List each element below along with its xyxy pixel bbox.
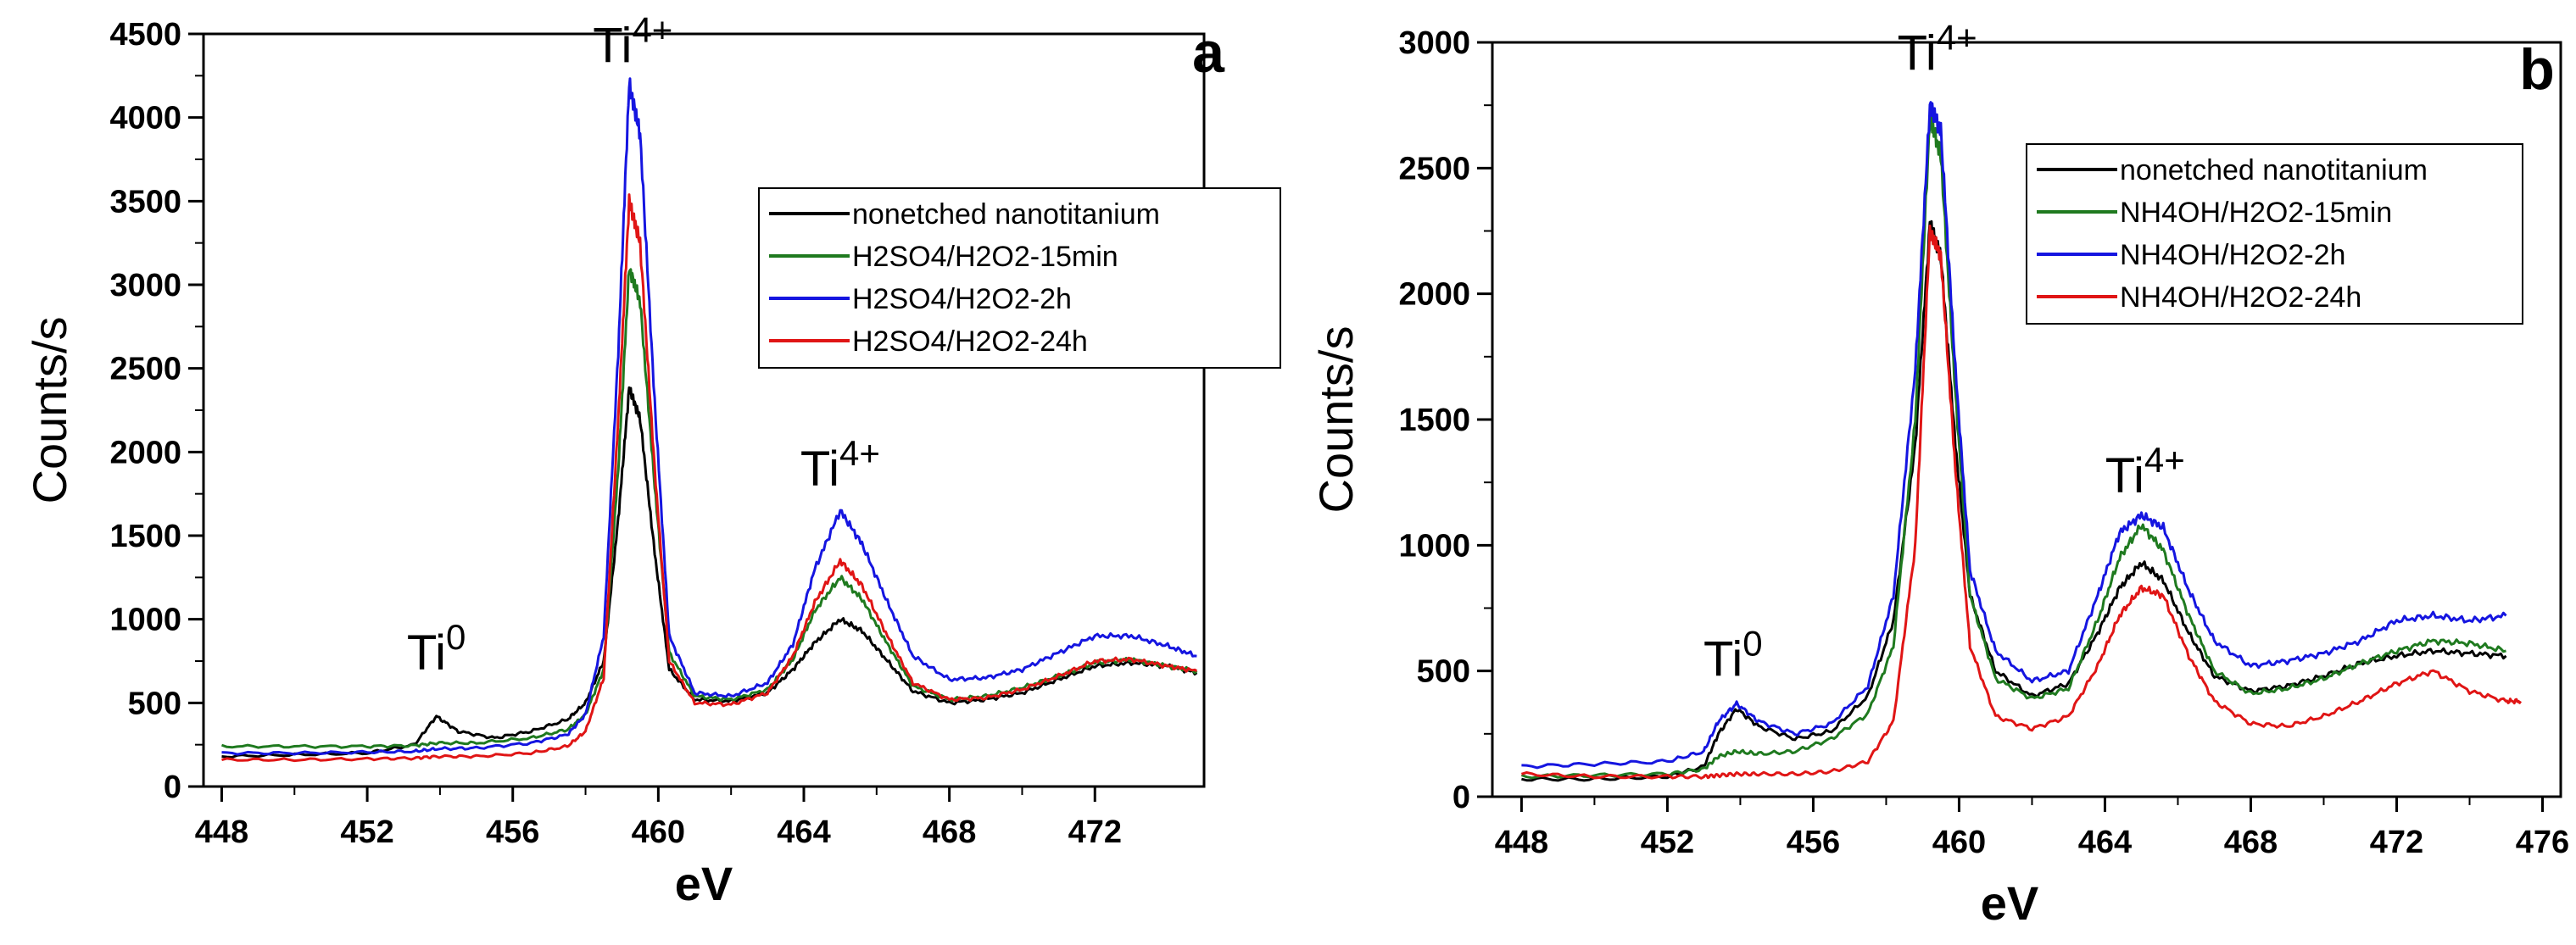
series-line-b-0	[1521, 220, 2507, 782]
y-axis-title-a: Counts/s	[23, 317, 76, 504]
annotations-a: Ti0 Ti4+ Ti4+	[407, 10, 880, 681]
legend-label-b-1: NH4OH/H2O2-15min	[2120, 197, 2392, 229]
legend-label-a-0: nonetched nanotitanium	[852, 198, 1160, 231]
y-tick-label-b: 2500	[1398, 151, 1470, 186]
x-tick-label-b: 448	[1495, 825, 1548, 860]
y-tick-label-a: 500	[128, 686, 181, 721]
x-tick-label-b: 460	[1932, 825, 1986, 860]
x-tick-label-a: 468	[923, 814, 976, 850]
y-tick-label-b: 1500	[1398, 403, 1470, 438]
legend-label-b-0: nonetched nanotitanium	[2120, 154, 2428, 186]
legend-b: nonetched nanotitanium NH4OH/H2O2-15min NH…	[2026, 143, 2523, 325]
series-layer-a	[220, 77, 1198, 763]
legend-label-a-1: H2SO4/H2O2-15min	[852, 241, 1118, 273]
y-axis-title-b: Counts/s	[1309, 326, 1363, 514]
x-tick-label-a: 472	[1068, 814, 1122, 850]
peak-label-b-1: Ti4+	[1898, 18, 1977, 81]
y-tick-label-a: 4500	[109, 17, 181, 53]
legend-box-b	[2026, 143, 2523, 325]
x-tick-label-a: 452	[340, 814, 393, 850]
x-tick-label-b: 456	[1787, 825, 1840, 860]
series-line-b-2	[1521, 101, 2507, 770]
x-tick-label-b: 468	[2224, 825, 2278, 860]
x-tick-label-b: 464	[2078, 825, 2132, 860]
legend-label-b-3: NH4OH/H2O2-24h	[2120, 281, 2361, 314]
series-layer-b	[1520, 101, 2522, 782]
series-line-a-3	[221, 193, 1198, 763]
x-axis-title-b: eV	[1981, 876, 2039, 930]
panel-letter-b: b	[2519, 37, 2555, 102]
series-line-a-0	[221, 386, 1198, 759]
series-line-b-1	[1520, 112, 2506, 780]
peak-label-b-0: Ti0	[1703, 624, 1763, 687]
ticks-a: 448 452 456 460 464 468 472 0 500 1000 1500 2000 250…	[109, 17, 1122, 850]
peak-label-a-1: Ti4+	[593, 10, 672, 74]
y-tick-label-b: 2000	[1398, 277, 1470, 313]
legend-box-a	[758, 187, 1281, 369]
y-tick-label-b: 0	[1452, 780, 1470, 815]
x-tick-label-a: 456	[486, 814, 539, 850]
x-tick-label-a: 448	[195, 814, 248, 850]
y-tick-label-a: 4000	[109, 101, 181, 136]
x-tick-label-a: 464	[777, 814, 830, 850]
panel-b: Counts/s eV b 448 452 456 460 464 468 472 476 0 5…	[1309, 18, 2569, 930]
y-tick-label-a: 2000	[109, 435, 181, 470]
peak-label-b-2: Ti4+	[2105, 440, 2185, 503]
plot-frame-a	[202, 32, 1206, 788]
series-line-a-2	[221, 77, 1197, 756]
legend-label-a-2: H2SO4/H2O2-2h	[852, 283, 1072, 315]
peak-label-a-2: Ti4+	[800, 433, 880, 497]
peak-label-a-0: Ti0	[407, 617, 466, 681]
panel-letter-a: a	[1192, 20, 1225, 85]
y-tick-label-b: 1000	[1398, 528, 1470, 564]
x-tick-label-a: 460	[632, 814, 685, 850]
x-tick-label-b: 476	[2516, 825, 2569, 860]
legend-label-a-3: H2SO4/H2O2-24h	[852, 325, 1088, 358]
y-tick-label-a: 1000	[109, 603, 181, 638]
y-tick-label-a: 3000	[109, 268, 181, 303]
x-axis-title-a: eV	[675, 857, 733, 910]
x-tick-label-b: 472	[2370, 825, 2423, 860]
series-line-b-3	[1520, 225, 2522, 780]
legend-a: nonetched nanotitanium H2SO4/H2O2-15min H2…	[758, 187, 1281, 369]
y-tick-label-a: 2500	[109, 352, 181, 387]
y-tick-label-b: 3000	[1398, 25, 1470, 61]
annotations-b: Ti0 Ti4+ Ti4+	[1703, 18, 2185, 687]
y-tick-label-a: 3500	[109, 184, 181, 220]
y-tick-label-b: 500	[1417, 654, 1470, 690]
y-tick-label-a: 0	[164, 770, 181, 805]
panel-a: Counts/s eV a 448 452 456 460 464 468 472 0 500 1…	[23, 10, 1281, 910]
y-tick-label-a: 1500	[109, 519, 181, 554]
legend-label-b-2: NH4OH/H2O2-2h	[2120, 239, 2345, 271]
x-tick-label-b: 452	[1641, 825, 1694, 860]
ticks-b: 448 452 456 460 464 468 472 476 0 500 1000 1500 2000…	[1398, 25, 2569, 860]
